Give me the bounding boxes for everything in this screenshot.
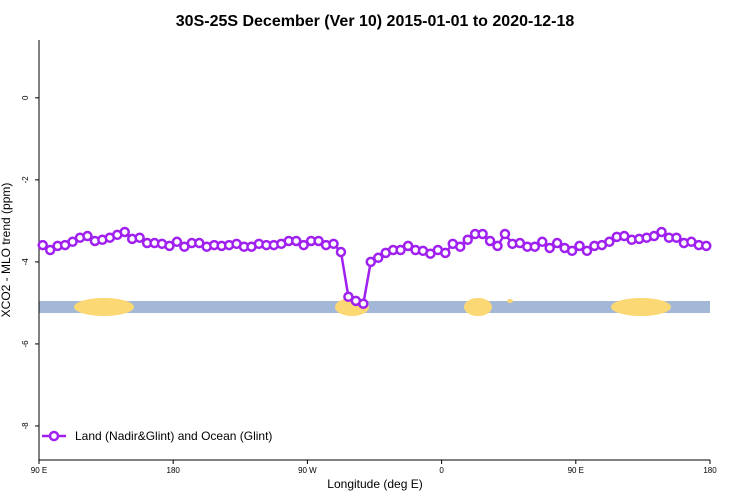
data-point [492,240,503,252]
data-point [37,239,48,251]
data-point [581,245,593,257]
data-point [574,240,585,252]
data-point [402,240,414,252]
data-point [395,244,406,256]
data-point [171,236,183,248]
data-point [529,241,541,252]
data-point [298,239,309,251]
data-point [566,245,578,257]
land-ocean-band [39,298,710,316]
data-point [544,242,555,254]
data-point [82,230,93,242]
x-tick-label: 180 [167,466,181,475]
x-tick-label: 90 E [31,466,47,475]
data-point [164,240,175,252]
data-point [67,236,78,248]
data-point [328,238,339,250]
y-axis-label: XCO2 - MLO trend (ppm) [0,183,13,318]
data-point [499,228,511,240]
x-tick-label: 0 [439,466,444,475]
y-tick-label: -8 [21,422,30,430]
legend-label: Land (Nadir&Glint) and Ocean (Glint) [75,429,272,443]
y-tick-label: -6 [21,340,30,348]
data-point [462,234,473,245]
x-tick-label: 180 [703,466,717,475]
data-point [604,236,615,248]
data-point [454,241,466,252]
data-point [656,226,667,238]
data-point [365,256,377,268]
data-point [484,235,496,247]
chart-title: 30S-25S December (Ver 10) 2015-01-01 to … [176,13,575,30]
data-point [313,235,324,247]
data-point [134,232,145,243]
data-point [701,240,712,252]
data-point [358,298,369,309]
data-point [477,228,488,240]
y-tick-label: 0 [21,95,30,100]
x-tick-label: 90 W [298,466,317,475]
data-point [440,247,451,259]
data-point [671,232,682,243]
y-tick-label: -2 [21,176,30,184]
data-point [119,226,130,238]
legend-marker [48,430,60,442]
data-point [648,230,660,242]
data-point [44,244,56,256]
data-point [290,235,302,247]
data-point [551,237,563,249]
x-axis-label: Longitude (deg E) [327,477,422,491]
data-point [335,246,347,258]
legend: Land (Nadir&Glint) and Ocean (Glint) [42,429,272,443]
y-tick-label: -4 [21,258,30,266]
data-point [343,291,354,303]
data-point [537,236,548,248]
data-point [372,252,384,264]
x-tick-label: 90 E [568,466,584,475]
